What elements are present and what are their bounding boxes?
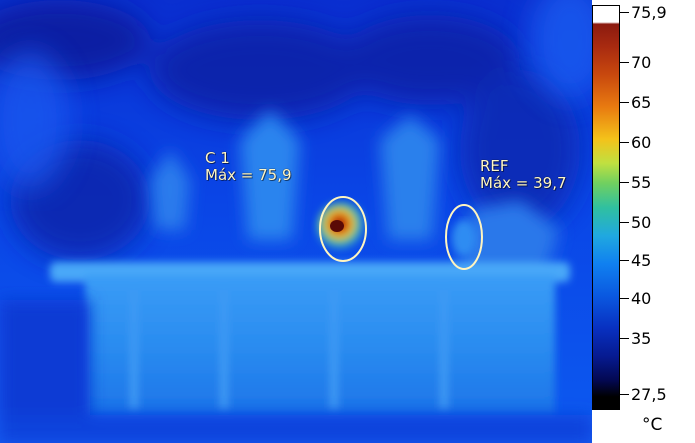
scale-tick: 40 (620, 288, 651, 308)
c1-annotation: C 1 Máx = 75,9 (205, 150, 292, 184)
scale-tick: 55 (620, 172, 651, 192)
scale-tick: 70 (620, 52, 651, 72)
ref-measurement-ellipse (445, 204, 483, 270)
c1-label: C 1 (205, 149, 230, 167)
scale-tick: 65 (620, 92, 651, 112)
thermal-image: C 1 Máx = 75,9 REF Máx = 39,7 (0, 0, 592, 443)
thermal-scene (0, 0, 592, 443)
temperature-scale-labels: 75,9 70 65 60 55 50 45 40 35 27,5 °C (620, 0, 695, 443)
scale-tick: 45 (620, 250, 651, 270)
scale-tick: 35 (620, 328, 651, 348)
ref-label: REF (480, 157, 509, 175)
temperature-unit: °C (642, 415, 663, 435)
ref-max-value: Máx = 39,7 (480, 174, 567, 192)
c1-measurement-ellipse (319, 196, 367, 262)
ref-annotation: REF Máx = 39,7 (480, 158, 567, 192)
scale-tick: 75,9 (620, 2, 667, 22)
scale-tick: 27,5 (620, 384, 667, 404)
c1-max-value: Máx = 75,9 (205, 166, 292, 184)
temperature-color-scale (592, 5, 620, 410)
scale-tick: 60 (620, 132, 651, 152)
scale-tick: 50 (620, 212, 651, 232)
